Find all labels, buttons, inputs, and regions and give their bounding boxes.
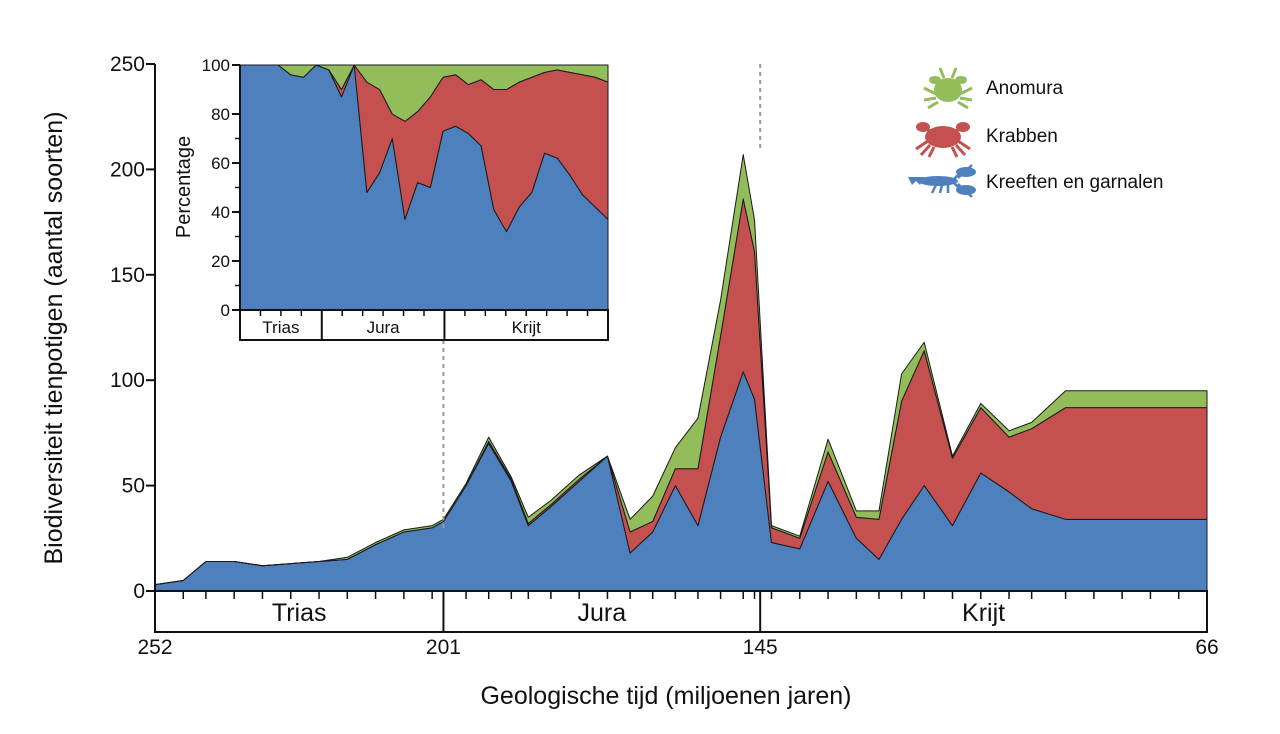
legend-item-krabben: Krabben xyxy=(915,122,1058,158)
period-boundaries xyxy=(442,64,762,531)
inset-period-bar: Trias Jura Krijt xyxy=(239,309,609,341)
legend-item-anomura: Anomura xyxy=(923,67,1064,110)
main-area-series xyxy=(154,154,1208,592)
anomura-icon xyxy=(923,67,973,110)
period-label-jura: Jura xyxy=(577,599,626,627)
period-label-trias: Trias xyxy=(272,599,327,627)
inset-area-series xyxy=(239,64,609,311)
legend-label-anomura: Anomura xyxy=(986,78,1064,99)
y-tick-label-250: 250 xyxy=(110,53,145,76)
inset-y-tick-label-0: 0 xyxy=(221,301,230,320)
period-label-krijt: Krijt xyxy=(962,599,1005,627)
x-tick-label-66: 66 xyxy=(1195,636,1218,659)
inset-chart: 0 20 40 60 80 100 Trias Jura Krijt Percentage xyxy=(173,56,609,341)
inset-period-label-jura: Jura xyxy=(367,318,401,337)
legend-item-kreeften: Kreeften en garnalen xyxy=(908,164,1163,198)
inset-y-tick-label-80: 80 xyxy=(211,105,230,124)
period-bar: Trias Jura Krijt xyxy=(154,590,1208,633)
inset-y-tick-label-100: 100 xyxy=(202,56,230,75)
crab-icon xyxy=(915,122,971,158)
legend-label-krabben: Krabben xyxy=(986,126,1058,147)
inset-period-label-krijt: Krijt xyxy=(512,318,542,337)
inset-axes: 0 20 40 60 80 100 xyxy=(202,56,241,320)
inset-y-tick-label-20: 20 xyxy=(211,252,230,271)
main-area-anomura xyxy=(154,154,1208,586)
y-tick-label-100: 100 xyxy=(110,369,145,392)
x-axis-title: Geologische tijd (miljoenen jaren) xyxy=(480,682,851,710)
y-tick-label-200: 200 xyxy=(110,158,145,181)
main-axes xyxy=(146,63,156,592)
inset-y-tick-label-40: 40 xyxy=(211,203,230,222)
lobster-icon xyxy=(908,164,976,198)
x-tick-label-201: 201 xyxy=(426,636,461,659)
legend: Anomura Krabben Kreeften en garnalen xyxy=(908,67,1163,198)
inset-period-label-trias: Trias xyxy=(262,318,299,337)
legend-label-kreeften: Kreeften en garnalen xyxy=(986,172,1163,193)
x-tick-label-252: 252 xyxy=(137,636,172,659)
x-tick-label-145: 145 xyxy=(743,636,778,659)
inset-y-axis-title: Percentage xyxy=(173,136,195,238)
inset-area-anomura xyxy=(239,64,609,122)
y-tick-label-150: 150 xyxy=(110,264,145,287)
y-tick-label-50: 50 xyxy=(122,475,145,498)
y-axis-title: Biodiversiteit tienpotigen (aantal soort… xyxy=(40,111,68,564)
y-tick-label-0: 0 xyxy=(133,580,145,603)
inset-y-tick-label-60: 60 xyxy=(211,154,230,173)
